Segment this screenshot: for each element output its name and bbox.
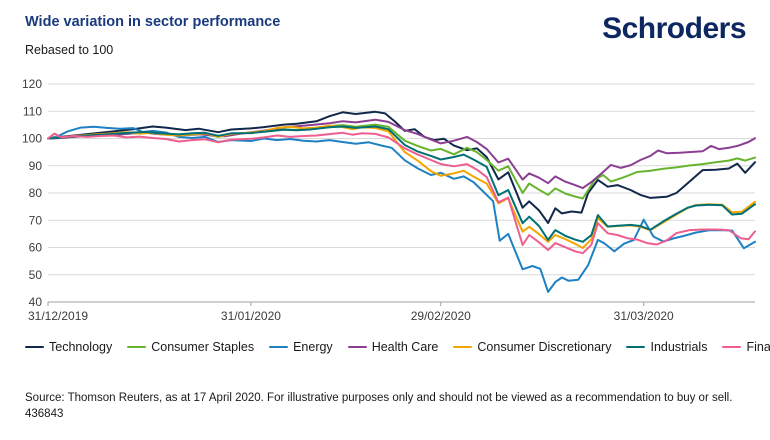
legend-label: Health Care [371,340,439,354]
series-line-industrials [47,125,756,243]
document-code: 436843 [25,408,64,421]
schroders-logo: Schroders [602,12,746,45]
y-axis-tick-label: 50 [29,268,43,282]
page-title: Wide variation in sector performance [25,14,281,30]
series-line-consumer-staples [47,123,756,200]
y-axis-tick-label: 60 [29,241,43,255]
legend-item-industrials: Industrials [626,340,707,354]
legend-line-swatch [269,345,289,349]
legend-item-health-care: Health Care [347,340,439,354]
y-axis-tick-label: 90 [29,159,43,173]
y-axis-tick-label: 110 [23,104,42,118]
legend-line-swatch [25,345,44,349]
legend-line-swatch [127,345,147,349]
chart-legend: Technology Consumer Staples Energy Health C… [25,340,770,354]
legend-line-swatch [453,345,473,349]
legend-label: Consumer Staples [151,340,255,354]
series-line-financials [47,131,756,255]
legend-item-consumer-staples: Consumer Staples [127,340,254,354]
y-axis-tick-label: 70 [29,213,43,227]
chart-subtitle: Rebased to 100 [25,43,114,57]
series-line-technology [47,110,756,224]
legend-item-energy: Energy [269,340,333,354]
source-note: Source: Thomson Reuters, as at 17 April … [25,390,750,422]
legend-item-consumer-discretionary: Consumer Discretionary [453,340,611,354]
line-chart: 40 50 60 70 80 90 100 110 120 31/12/2019 31/01/202… [22,78,756,323]
series-line-health-care [47,118,756,190]
x-axis-tick-label: 31/01/2020 [221,309,281,323]
legend-line-swatch [626,345,646,349]
y-axis-tick-label: 40 [29,295,43,309]
legend-line-swatch [722,345,742,349]
legend-item-technology: Technology [25,340,112,354]
legend-line-swatch [347,345,367,349]
x-axis-tick-label: 31/03/2020 [614,309,674,323]
x-axis-tick-label: 31/12/2019 [28,309,88,323]
legend-label: Industrials [650,340,708,354]
legend-label: Energy [293,340,333,354]
legend-label: Technology [49,340,113,354]
series-line-energy [47,125,756,293]
x-axis-tick-label: 29/02/2020 [411,309,471,323]
legend-label: Financials [746,340,770,354]
y-axis-tick-label: 80 [29,186,43,200]
y-axis-tick-label: 100 [22,132,42,146]
y-axis-tick-label: 120 [22,78,42,91]
legend-label: Consumer Discretionary [477,340,612,354]
legend-item-financials: Financials [722,340,770,354]
source-text: Source: Thomson Reuters, as at 17 April … [25,392,733,404]
